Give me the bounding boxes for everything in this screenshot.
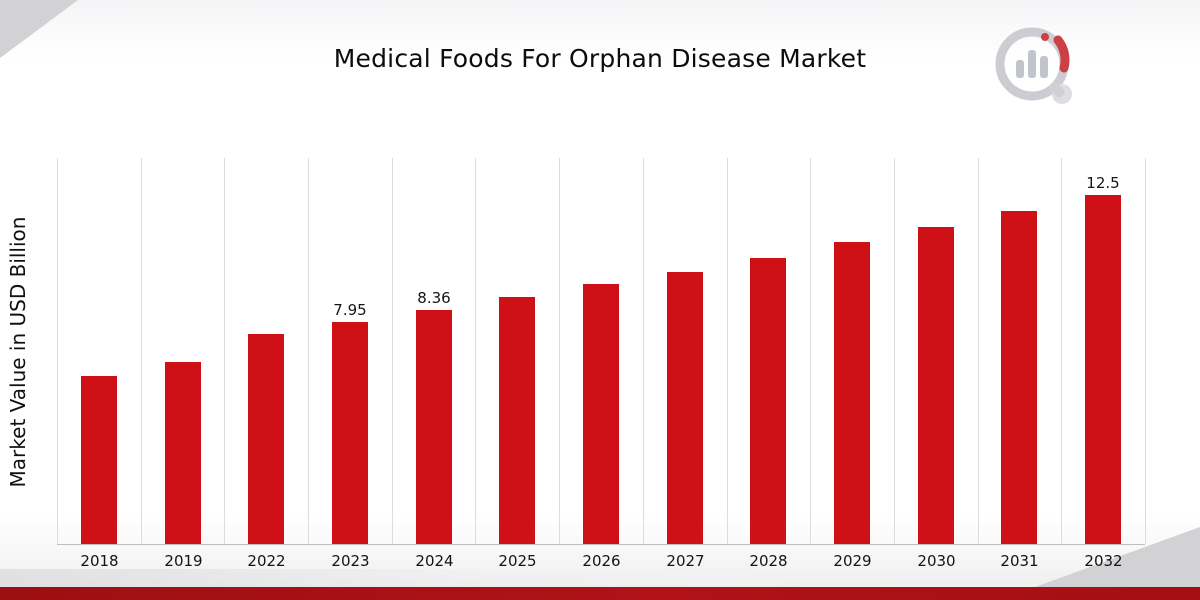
x-axis: 2018 2019 2022 2023 2024 2025 2026 2027 2028 2029… bbox=[57, 552, 1145, 574]
x-tick-label-2022: 2022 bbox=[247, 552, 286, 570]
chart-title: Medical Foods For Orphan Disease Market bbox=[333, 44, 867, 73]
x-tick-label-2019: 2019 bbox=[164, 552, 203, 570]
bar-value-label-2032: 12.5 bbox=[1086, 174, 1120, 192]
x-tick-label-2031: 2031 bbox=[1000, 552, 1039, 570]
x-tick-label-2026: 2026 bbox=[582, 552, 621, 570]
gridline bbox=[810, 158, 811, 544]
x-tick-label-2027: 2027 bbox=[666, 552, 705, 570]
bar-chart-magnifier-logo-icon bbox=[988, 24, 1088, 116]
gridline bbox=[1145, 158, 1146, 544]
gridline bbox=[894, 158, 895, 544]
x-tick-label-2029: 2029 bbox=[833, 552, 872, 570]
bar-2018 bbox=[81, 376, 117, 544]
bar-2019 bbox=[165, 362, 201, 544]
bar-value-label-2024: 8.36 bbox=[417, 289, 451, 307]
gridline bbox=[475, 158, 476, 544]
gridline bbox=[1061, 158, 1062, 544]
gridline bbox=[559, 158, 560, 544]
gridline bbox=[392, 158, 393, 544]
gridline bbox=[224, 158, 225, 544]
gridline bbox=[141, 158, 142, 544]
plot-area: 7.95 8.36 12.5 bbox=[57, 158, 1146, 545]
bar-2024 bbox=[416, 310, 452, 544]
y-axis-label: Market Value in USD Billion bbox=[6, 216, 30, 488]
x-tick-label-2023: 2023 bbox=[331, 552, 370, 570]
x-tick-label-2025: 2025 bbox=[498, 552, 537, 570]
gridline bbox=[57, 158, 58, 544]
bar-2030 bbox=[918, 227, 954, 544]
bar-2029 bbox=[834, 242, 870, 544]
bar-2031 bbox=[1001, 211, 1037, 544]
gridline bbox=[643, 158, 644, 544]
x-tick-label-2032: 2032 bbox=[1084, 552, 1123, 570]
gridline bbox=[727, 158, 728, 544]
x-tick-label-2024: 2024 bbox=[415, 552, 454, 570]
bar-2026 bbox=[583, 284, 619, 544]
x-tick-label-2018: 2018 bbox=[80, 552, 119, 570]
gridline bbox=[978, 158, 979, 544]
x-tick-label-2030: 2030 bbox=[917, 552, 956, 570]
bar-2028 bbox=[750, 258, 786, 544]
bottom-red-strip bbox=[0, 587, 1200, 600]
x-tick-label-2028: 2028 bbox=[749, 552, 788, 570]
bar-2027 bbox=[667, 272, 703, 544]
bar-2023 bbox=[332, 322, 368, 544]
bar-2022 bbox=[248, 334, 284, 544]
bar-2032 bbox=[1085, 195, 1121, 544]
bar-2025 bbox=[499, 297, 535, 544]
bar-value-label-2023: 7.95 bbox=[333, 301, 367, 319]
corner-decoration-top-left bbox=[0, 0, 78, 58]
gridline bbox=[308, 158, 309, 544]
bottom-fade-decoration bbox=[0, 569, 1200, 587]
